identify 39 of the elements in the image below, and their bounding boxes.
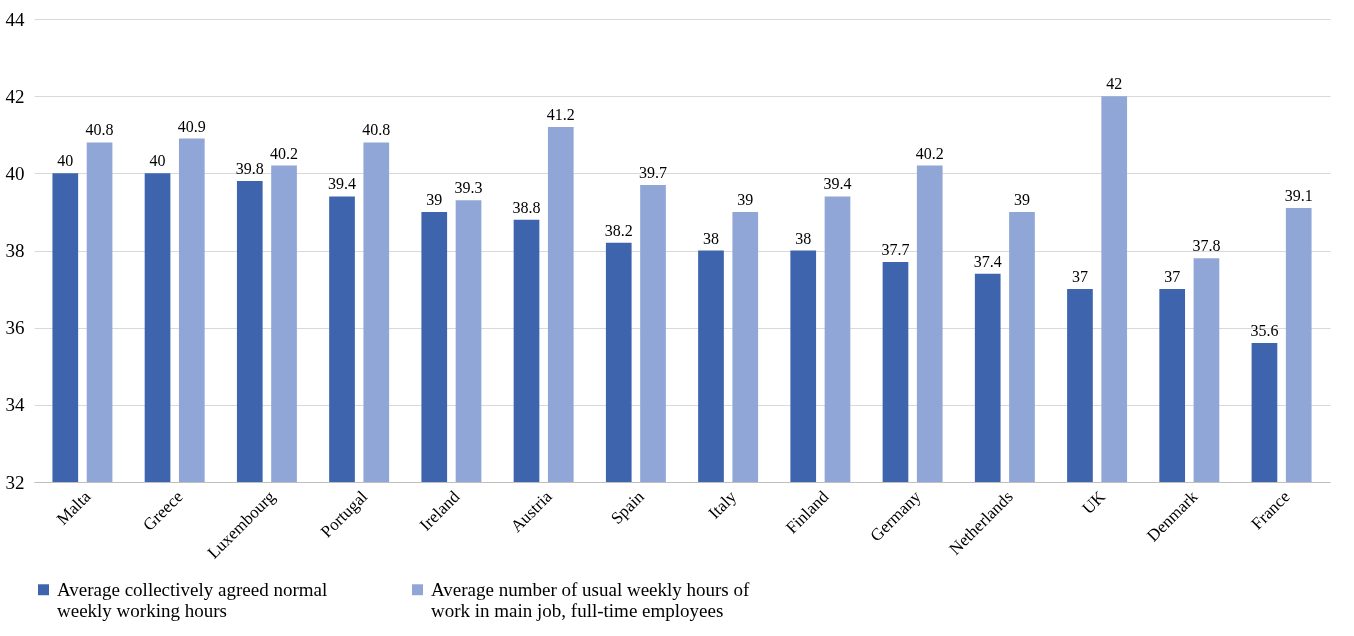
data-label: 39.3 — [454, 179, 483, 197]
data-label: 40.2 — [270, 144, 299, 162]
data-label: 37.4 — [973, 252, 1002, 270]
legend-label: Average collectively agreed normal weekly working hours — [57, 578, 328, 621]
data-label: 39 — [1013, 190, 1030, 208]
data-label: 38 — [795, 229, 812, 247]
data-label: 40.2 — [915, 144, 944, 162]
y-tick-label: 44 — [5, 8, 25, 30]
data-label: 38 — [702, 229, 719, 247]
data-label: 40.8 — [362, 121, 391, 139]
y-tick-label: 42 — [5, 85, 25, 107]
data-label: 40.9 — [177, 117, 206, 135]
data-label: 39 — [426, 190, 443, 208]
y-tick-label: 32 — [5, 471, 25, 493]
data-label: 39.4 — [823, 175, 852, 193]
data-label: 40 — [57, 152, 74, 170]
data-label: 39.7 — [639, 163, 668, 181]
data-label: 40 — [149, 152, 166, 170]
x-tick-label: UK — [1078, 486, 1110, 518]
y-tick-label: 36 — [5, 317, 25, 339]
x-tick-label: Italy — [704, 486, 741, 523]
data-label: 39.1 — [1284, 187, 1313, 205]
y-tick-label: 40 — [5, 162, 25, 184]
data-label: 40.8 — [85, 121, 114, 139]
data-label: 38.8 — [512, 198, 541, 216]
legend-label: Average number of usual weekly hours of work in main job, full-time employees — [431, 578, 750, 621]
data-label: 37.7 — [881, 241, 910, 259]
data-label: 41.2 — [546, 106, 575, 124]
data-label: 38.2 — [604, 221, 633, 239]
data-label: 37.8 — [1192, 237, 1221, 255]
data-label: 39.8 — [235, 160, 264, 178]
y-tick-label: 34 — [5, 394, 25, 416]
data-label: 39 — [737, 190, 754, 208]
data-label: 39.4 — [328, 175, 357, 193]
data-label: 35.6 — [1250, 322, 1279, 340]
data-label: 37 — [1071, 268, 1088, 286]
data-label: 37 — [1164, 268, 1181, 286]
data-label: 42 — [1106, 75, 1123, 93]
y-tick-label: 38 — [5, 240, 25, 261]
